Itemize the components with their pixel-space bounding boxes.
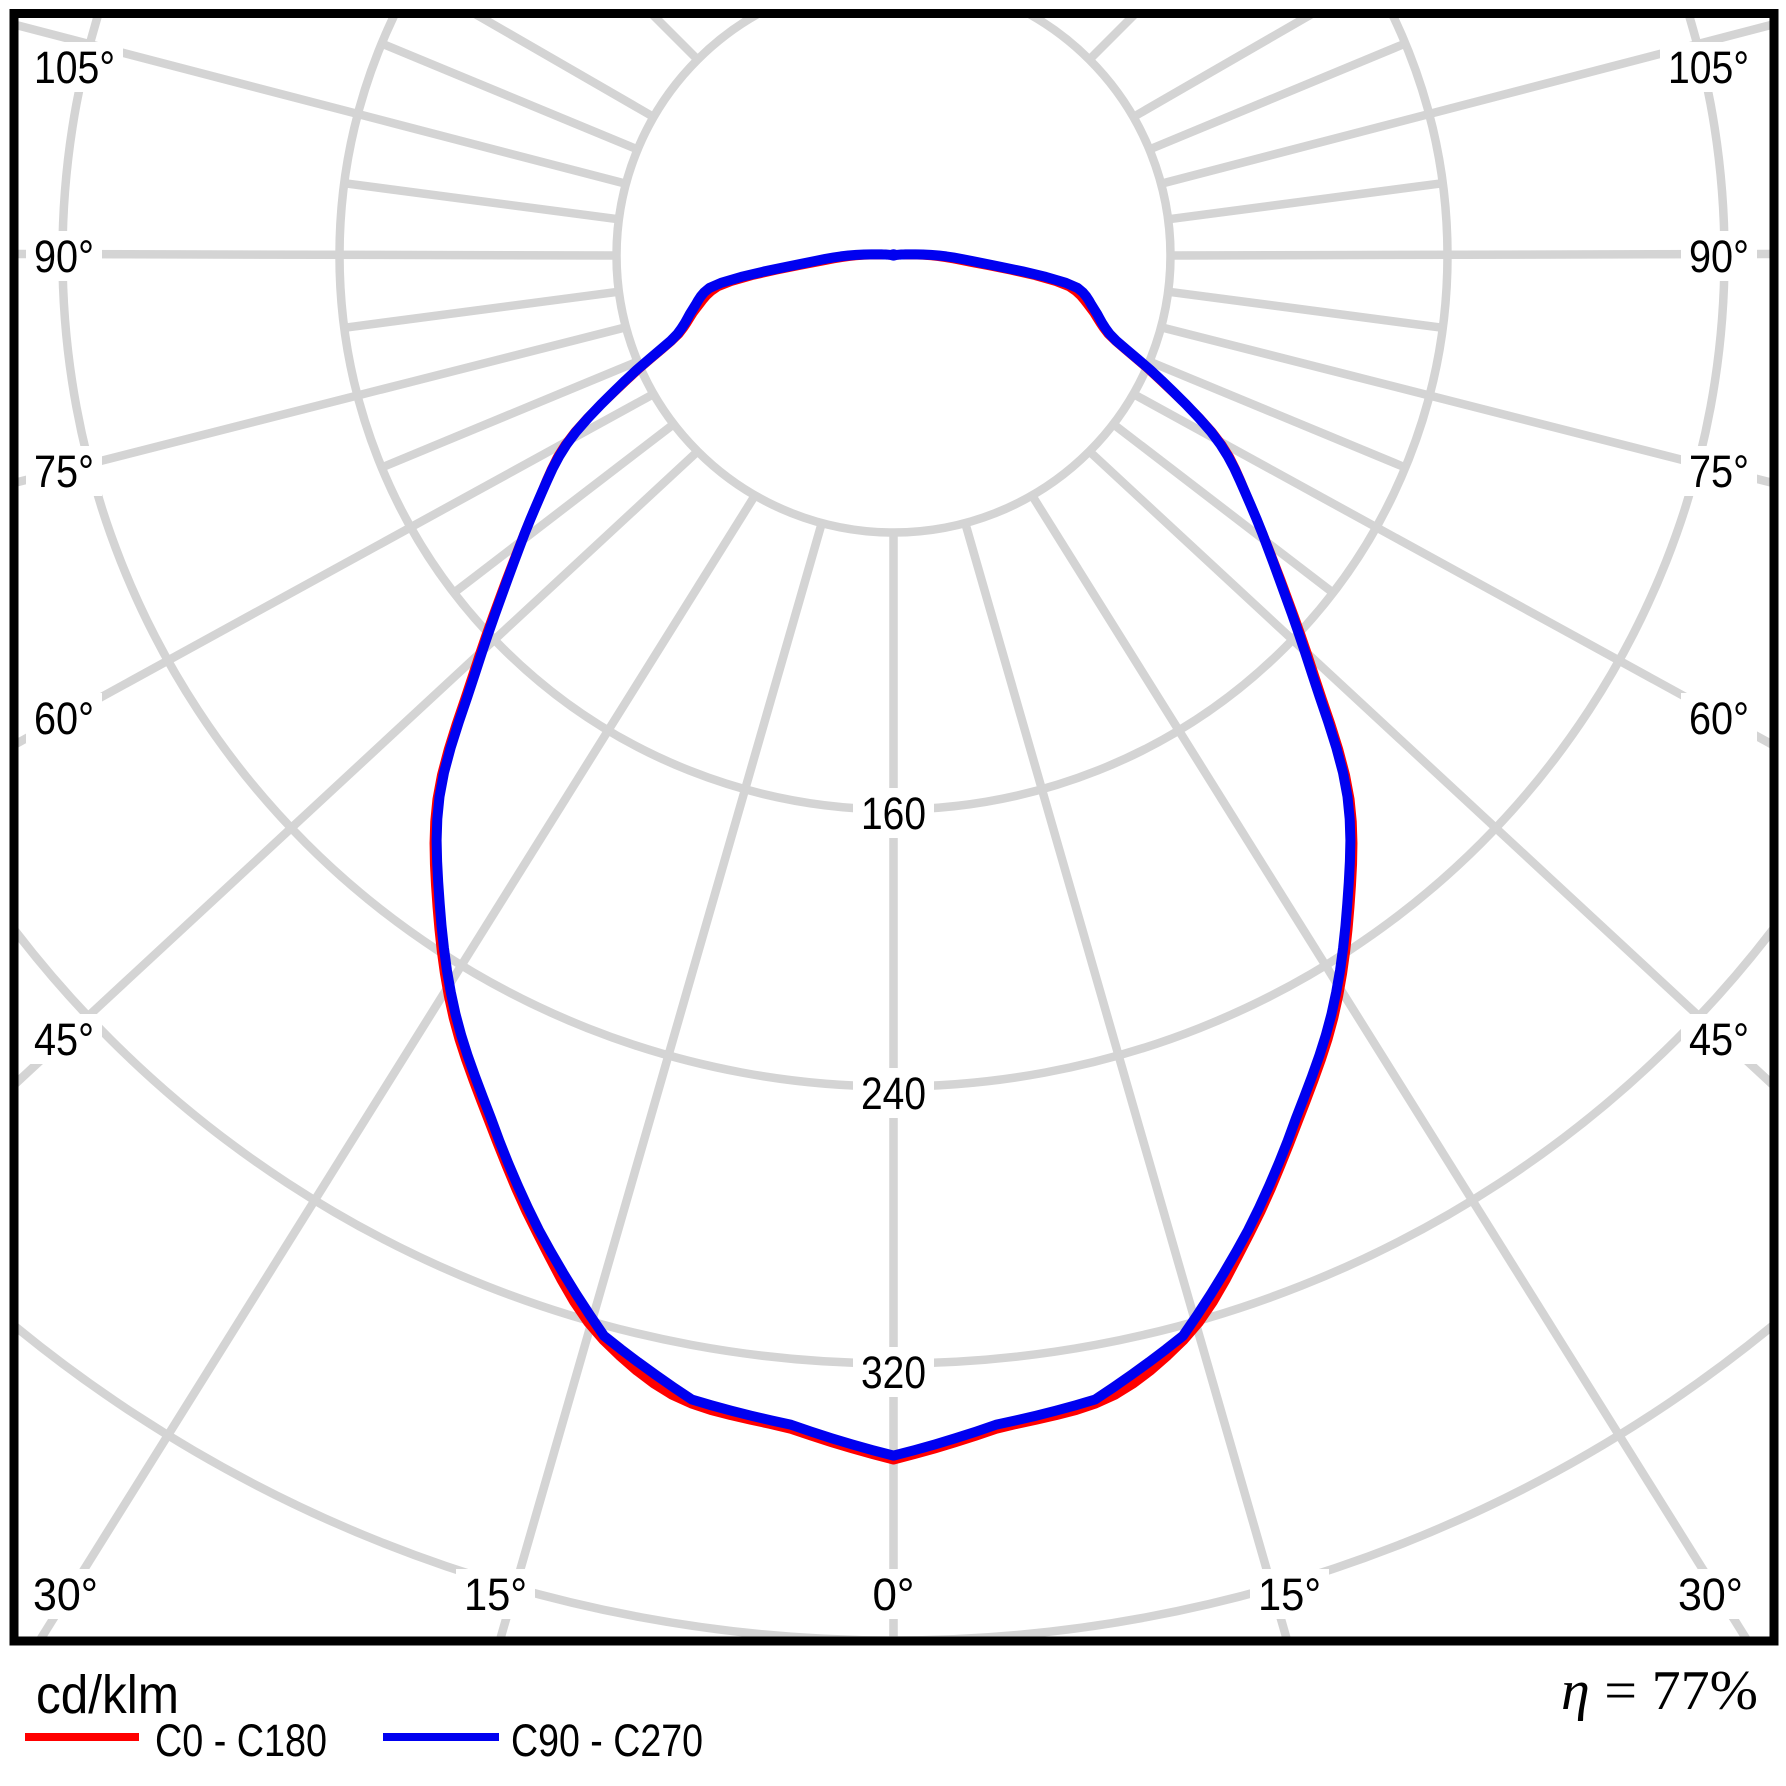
svg-text:15°: 15° <box>464 1569 527 1620</box>
svg-text:75°: 75° <box>1689 446 1749 497</box>
svg-text:75°: 75° <box>34 446 94 497</box>
svg-text:160: 160 <box>861 788 926 839</box>
svg-text:240: 240 <box>861 1068 926 1119</box>
svg-text:45°: 45° <box>1689 1014 1749 1065</box>
svg-text:60°: 60° <box>1689 693 1749 744</box>
svg-text:η = 77%: η = 77% <box>1561 1660 1758 1722</box>
svg-text:60°: 60° <box>34 693 94 744</box>
svg-text:C0 - C180: C0 - C180 <box>155 1715 327 1766</box>
svg-text:105°: 105° <box>34 42 115 93</box>
svg-text:45°: 45° <box>34 1014 94 1065</box>
svg-text:105°: 105° <box>1668 42 1749 93</box>
svg-text:C90 - C270: C90 - C270 <box>511 1715 703 1766</box>
svg-text:30°: 30° <box>1678 1569 1743 1620</box>
svg-text:320: 320 <box>861 1347 926 1398</box>
svg-text:0°: 0° <box>873 1569 915 1620</box>
svg-text:cd/klm: cd/klm <box>36 1665 179 1725</box>
svg-text:90°: 90° <box>34 231 94 282</box>
svg-text:90°: 90° <box>1689 231 1749 282</box>
svg-text:15°: 15° <box>1258 1569 1321 1620</box>
svg-text:30°: 30° <box>33 1569 98 1620</box>
